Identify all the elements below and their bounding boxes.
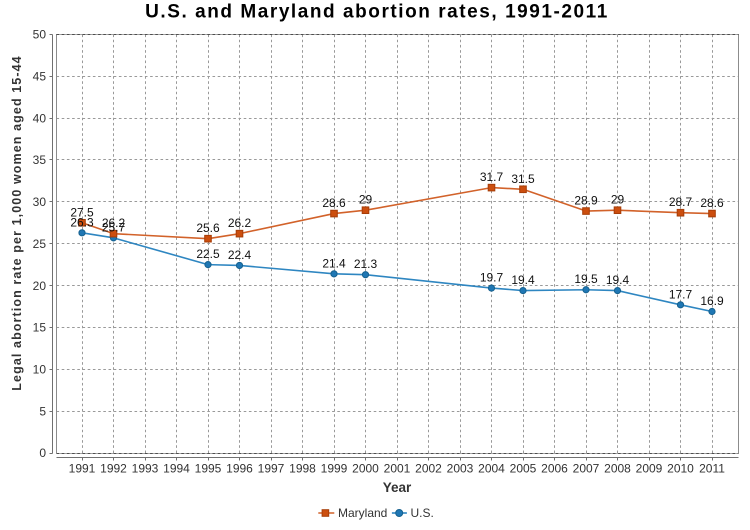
svg-text:17.7: 17.7 [669,287,693,301]
svg-text:2006: 2006 [541,462,568,476]
svg-text:5: 5 [39,404,46,418]
svg-text:28.6: 28.6 [322,196,346,210]
svg-text:50: 50 [33,28,47,42]
svg-text:25.7: 25.7 [102,220,126,234]
svg-text:10: 10 [33,363,47,377]
svg-text:26.3: 26.3 [70,215,94,229]
svg-text:1994: 1994 [163,462,190,476]
svg-text:29: 29 [359,193,373,207]
svg-text:25.6: 25.6 [196,221,220,235]
svg-text:31.5: 31.5 [511,172,535,186]
svg-text:1991: 1991 [69,462,96,476]
svg-text:2007: 2007 [573,462,600,476]
svg-text:U.S.: U.S. [411,506,434,520]
svg-text:1993: 1993 [132,462,159,476]
svg-text:25: 25 [33,237,47,251]
svg-text:19.7: 19.7 [480,271,504,285]
svg-text:31.7: 31.7 [480,170,504,184]
svg-text:19.5: 19.5 [574,272,598,286]
svg-text:2008: 2008 [604,462,631,476]
svg-text:2001: 2001 [384,462,411,476]
svg-text:40: 40 [33,111,47,125]
svg-text:27.5: 27.5 [70,205,94,219]
svg-text:28.9: 28.9 [574,194,598,208]
svg-text:20: 20 [33,279,47,293]
svg-text:Legal abortion rate per 1,000: Legal abortion rate per 1,000 women aged… [10,55,24,390]
svg-text:29: 29 [611,193,625,207]
svg-text:1997: 1997 [258,462,285,476]
svg-text:19.4: 19.4 [511,273,535,287]
svg-text:21.4: 21.4 [322,256,346,270]
svg-text:26.2: 26.2 [102,216,126,230]
svg-text:Maryland: Maryland [338,506,387,520]
svg-text:22.4: 22.4 [228,248,252,262]
svg-text:2000: 2000 [352,462,379,476]
svg-text:0: 0 [39,446,46,460]
svg-text:1992: 1992 [100,462,127,476]
svg-text:U.S. and Maryland abortion rat: U.S. and Maryland abortion rates, 1991-2… [145,2,609,23]
svg-text:22.5: 22.5 [196,247,220,261]
svg-text:2009: 2009 [636,462,663,476]
svg-text:35: 35 [33,153,47,167]
svg-text:2002: 2002 [415,462,442,476]
svg-text:26.2: 26.2 [228,216,252,230]
svg-text:Year: Year [383,480,412,495]
svg-text:1996: 1996 [226,462,253,476]
svg-text:28.7: 28.7 [669,195,693,209]
svg-text:15: 15 [33,321,47,335]
svg-text:2003: 2003 [447,462,474,476]
svg-text:2011: 2011 [699,462,725,476]
svg-text:2005: 2005 [510,462,537,476]
svg-text:2010: 2010 [667,462,694,476]
svg-text:1998: 1998 [289,462,316,476]
svg-text:1999: 1999 [321,462,348,476]
svg-text:28.6: 28.6 [700,196,724,210]
svg-text:30: 30 [33,195,47,209]
svg-text:19.4: 19.4 [606,273,630,287]
svg-text:45: 45 [33,70,47,84]
svg-text:1995: 1995 [195,462,222,476]
svg-text:21.3: 21.3 [354,257,378,271]
svg-text:16.9: 16.9 [700,294,724,308]
svg-text:2004: 2004 [478,462,505,476]
